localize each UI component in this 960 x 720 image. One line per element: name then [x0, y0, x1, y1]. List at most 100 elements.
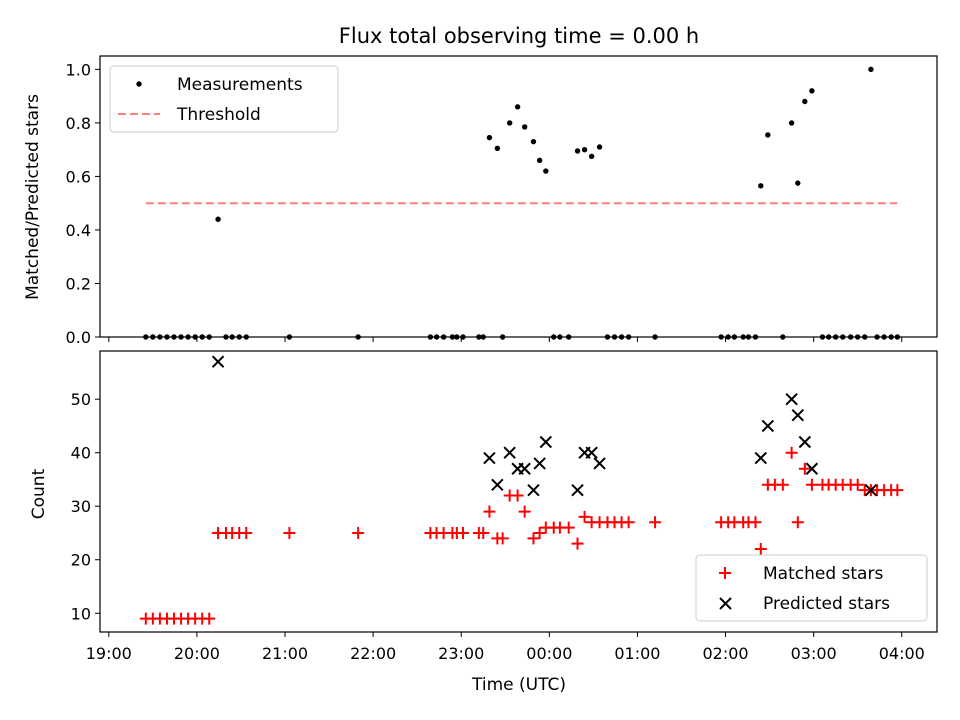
bottom-x-tick-label: 01:00	[614, 644, 660, 663]
measurement-point	[514, 104, 521, 110]
top-legend: Measurements Threshold	[109, 65, 339, 133]
top-y-tick-label: 0.0	[66, 328, 91, 347]
bottom-x-tick-label: 03:00	[791, 644, 837, 663]
matched-star-point	[483, 505, 496, 518]
measurement-point	[486, 134, 493, 141]
matched-star-point	[562, 521, 575, 534]
top-y-axis-label: Matched/Predicted stars	[23, 94, 43, 300]
matched-star-point	[851, 478, 864, 491]
bottom-y-tick-label: 10	[71, 604, 91, 623]
measurement-point	[215, 216, 221, 222]
x-axis-label: Time (UTC)	[471, 675, 566, 695]
bottom-x-tick-label: 02:00	[702, 644, 748, 663]
predicted-star-point	[571, 483, 584, 497]
top-y-axis: 0.0 0.2 0.4 0.6 0.8 1.0	[66, 60, 100, 347]
predicted-star-point	[785, 392, 798, 406]
top-y-tick-label: 0.4	[66, 221, 91, 240]
measurement-point	[521, 124, 528, 130]
legend-threshold-label: Threshold	[176, 105, 261, 125]
predicted-star-point	[593, 457, 606, 470]
matched-star-point	[649, 516, 662, 529]
top-plot-frame	[99, 55, 938, 338]
measurement-point	[788, 120, 795, 126]
predicted-star-point	[491, 478, 504, 492]
measurement-point	[494, 145, 501, 152]
matched-star-point	[477, 526, 490, 539]
measurement-point	[596, 144, 603, 150]
bottom-y-axis: 10 20 30 40 50	[71, 390, 100, 623]
matched-star-point	[578, 510, 591, 523]
bottom-x-axis: 19:00 20:00 21:00 22:00 23:00 00:00 01:00 02:00…	[86, 632, 925, 663]
measurement-point	[581, 146, 588, 153]
bottom-x-tick-label: 21:00	[262, 644, 308, 663]
matched-star-point	[527, 532, 540, 545]
predicted-star-point	[503, 446, 516, 459]
matched-star-point	[622, 516, 635, 529]
measurement-point	[574, 148, 581, 154]
matched-star-point	[571, 537, 584, 550]
top-x-ticks	[108, 337, 903, 342]
predicted-star-point	[483, 451, 496, 465]
predicted-star-point	[527, 483, 540, 497]
bottom-y-tick-label: 50	[71, 390, 91, 409]
predicted-star-point	[211, 355, 225, 368]
matched-star-point	[891, 484, 904, 497]
matched-star-point	[352, 526, 365, 539]
measurement-point	[543, 168, 549, 174]
matched-star-point	[203, 612, 216, 625]
legend-matched-marker	[719, 567, 731, 579]
predicted-star-point	[761, 419, 775, 433]
bottom-x-tick-label: 19:00	[86, 644, 132, 663]
top-y-tick-label: 0.6	[66, 167, 91, 186]
predicted-star-point	[798, 435, 812, 449]
matched-star-point	[805, 478, 818, 491]
matched-star-point	[785, 446, 798, 459]
predicted-star-point	[805, 462, 819, 475]
predicted-star-point	[791, 409, 805, 422]
matched-star-point	[749, 516, 762, 529]
matched-star-point	[791, 516, 804, 529]
predicted-star-point	[864, 483, 878, 497]
legend-matched-label: Matched stars	[763, 564, 883, 584]
bottom-legend-box	[695, 554, 928, 622]
matched-star-point	[283, 526, 296, 539]
measurement-point	[588, 153, 595, 160]
bottom-x-tick-label: 23:00	[438, 644, 484, 663]
measurement-point	[530, 138, 537, 145]
matched-star-point	[533, 526, 546, 539]
matched-star-point	[496, 532, 509, 545]
matched-star-point	[240, 526, 253, 539]
bottom-x-tick-label: 00:00	[526, 644, 572, 663]
bottom-plot-frame	[99, 350, 938, 633]
matched-star-point	[456, 526, 469, 539]
top-y-tick-label: 0.2	[66, 274, 91, 293]
bottom-y-axis-label: Count	[29, 468, 49, 519]
bottom-x-tick-label: 22:00	[350, 644, 396, 663]
bottom-x-tick-label: 04:00	[879, 644, 925, 663]
figure-title: Flux total observing time = 0.00 h	[339, 24, 699, 48]
predicted-star-point	[754, 451, 767, 465]
measurement-point	[506, 120, 513, 126]
predicted-star-point	[533, 457, 546, 470]
bottom-plot-panel: 10 20 30 40 50 19:00 20:00 21:00 22:00 23:00 00:0…	[29, 350, 938, 695]
measurement-point	[536, 157, 543, 164]
measurement-point	[758, 183, 764, 189]
legend-predicted-label: Predicted stars	[763, 594, 890, 614]
legend-measurements-label: Measurements	[177, 75, 303, 95]
measurement-point	[802, 98, 808, 105]
matched-star-point	[511, 489, 524, 502]
measurement-point	[809, 88, 815, 94]
predicted-star-point	[585, 446, 598, 459]
top-y-tick-label: 1.0	[66, 60, 91, 79]
matched-star-point	[518, 505, 531, 518]
measurement-point	[868, 66, 874, 73]
matched-star-point	[754, 543, 767, 556]
top-plot-panel: 0.0 0.2 0.4 0.6 0.8 1.0 Matched/Predicted sta…	[23, 55, 938, 347]
matched-star-point	[776, 478, 789, 491]
bottom-y-tick-label: 20	[71, 551, 91, 570]
bottom-legend: Matched stars Predicted stars	[695, 554, 928, 622]
legend-predicted-marker	[719, 597, 732, 610]
legend-measurements-marker	[136, 81, 142, 87]
predicted-star-point	[518, 462, 531, 475]
